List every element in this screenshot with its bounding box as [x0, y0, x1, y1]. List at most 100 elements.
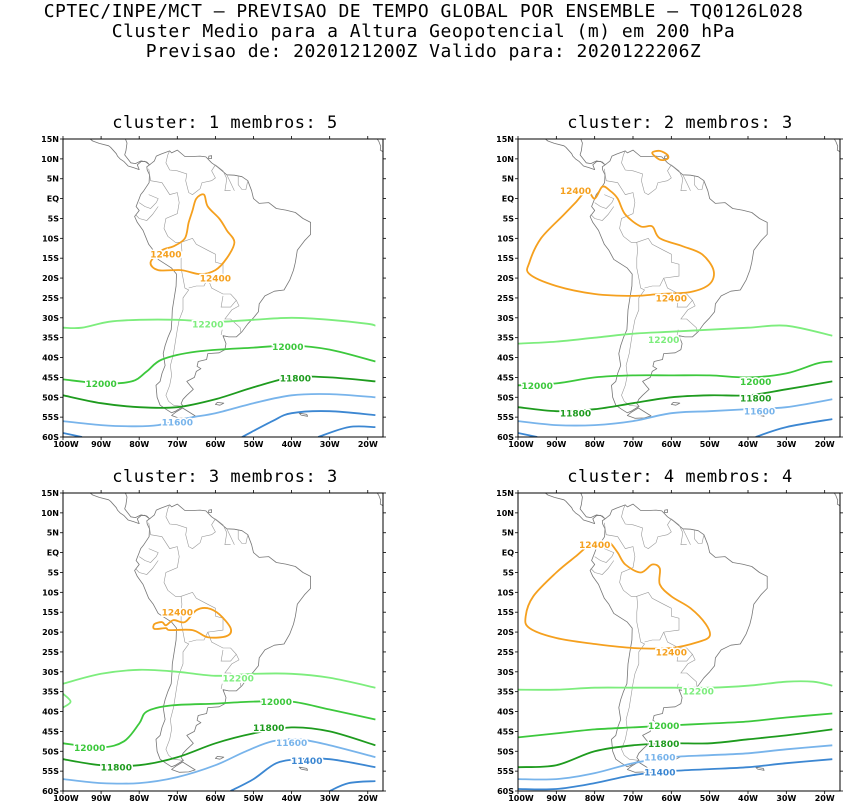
caribbean-island [601, 480, 608, 483]
small-island [811, 493, 814, 494]
contour-label-11800: 11800 [280, 375, 311, 385]
lat-label: 45S [497, 727, 514, 736]
contour-label-12400: 12400 [656, 648, 687, 658]
country-border [682, 528, 691, 545]
country-border [694, 530, 705, 544]
contour-label-12400: 12400 [656, 294, 687, 304]
contour-label-12400: 12400 [150, 251, 181, 261]
country-border [139, 194, 159, 209]
country-border [224, 654, 242, 687]
lon-label: 60W [661, 440, 681, 449]
lat-label: 35S [42, 688, 59, 697]
lat-label: 15S [42, 608, 59, 617]
coastline-tierra-del-fuego [171, 761, 196, 773]
country-border [165, 504, 216, 549]
lat-label: 35S [497, 334, 514, 343]
map-frame [517, 138, 841, 438]
contour-11200 [329, 780, 376, 791]
lon-label: 60W [661, 794, 681, 803]
country-border [226, 528, 235, 545]
lat-label: 30S [497, 668, 514, 677]
country-border [207, 277, 237, 308]
coastline-south-america [134, 503, 311, 768]
caribbean-island [188, 480, 194, 482]
lon-label: 90W [546, 440, 566, 449]
coastline-africa [833, 139, 840, 153]
contour-label-12200: 12200 [223, 674, 254, 684]
lon-label: 40W [738, 794, 758, 803]
country-border [139, 548, 159, 563]
lat-label: 10N [41, 155, 59, 164]
lat-label: 25S [42, 648, 59, 657]
country-border [237, 176, 249, 190]
country-border [682, 174, 691, 191]
country-border [680, 300, 698, 333]
caribbean-island [644, 480, 650, 482]
lon-label: 60W [205, 794, 225, 803]
lat-label: 55S [42, 767, 59, 776]
lat-label: 40S [42, 354, 59, 363]
lon-label: 50W [700, 440, 720, 449]
contour-12400 [152, 607, 232, 639]
contour-label-11600: 11600 [276, 739, 307, 749]
header-line-2: Cluster Medio para a Altura Geopotencial… [111, 21, 736, 42]
caribbean-island [208, 509, 212, 513]
contour-label-11800: 11800 [740, 395, 771, 405]
lat-label: 5N [47, 529, 59, 538]
lat-label: 5S [48, 569, 60, 578]
small-island [354, 139, 357, 140]
country-border [207, 631, 237, 662]
country-border [181, 591, 224, 643]
lat-label: 55S [497, 767, 514, 776]
coastline-africa [833, 493, 840, 507]
map-panel-4: 12400 12400 12200 12000 11800 11600 11400 15N 10… [496, 480, 843, 803]
lat-label: 15S [497, 608, 514, 617]
map-panel-3: 12400 12200 12000 12000 11800 11800 11600 11400… [41, 480, 386, 803]
contour-11600 [518, 398, 833, 427]
contour-label-11800: 11800 [101, 764, 132, 774]
small-island [811, 139, 814, 140]
contour-12400 [149, 193, 236, 275]
lat-label: EQ [502, 549, 514, 558]
country-border [663, 277, 693, 308]
map-panel-1: 12400 12400 12200 12000 12000 11800 11600 15N 10… [41, 135, 386, 449]
panel-2-title: cluster: 2 membros: 3 [567, 113, 793, 133]
country-border [148, 522, 190, 761]
geography-layer [544, 480, 840, 773]
small-island [670, 402, 681, 406]
lat-label: 40S [42, 708, 59, 717]
lon-label: 60W [205, 440, 225, 449]
map-frame [517, 492, 841, 792]
contour-layer: 12400 12400 12200 12000 12000 11800 11600 [63, 193, 376, 437]
geography-layer [89, 139, 383, 419]
lat-label: 25S [497, 648, 514, 657]
lat-label: 15N [496, 135, 514, 144]
country-border [135, 206, 159, 221]
lat-label: 30S [42, 668, 59, 677]
panel-3-title: cluster: 3 membros: 3 [112, 467, 338, 487]
lat-label: EQ [47, 195, 59, 204]
country-border [215, 518, 231, 545]
lat-label: 45S [42, 727, 59, 736]
country-border [237, 530, 249, 544]
country-border [181, 237, 224, 289]
lat-label: EQ [47, 549, 59, 558]
lon-label: 90W [91, 794, 111, 803]
lon-label: 80W [129, 440, 149, 449]
lat-label: 30S [42, 314, 59, 323]
lat-label: 55S [497, 413, 514, 422]
map-frame [62, 492, 384, 792]
lat-label: 20S [42, 628, 59, 637]
small-island [755, 412, 765, 417]
lon-label: 100W [53, 440, 79, 449]
contour-label-11800: 11800 [560, 410, 591, 420]
coastline-africa [376, 493, 383, 507]
lat-label: 50S [497, 393, 514, 402]
lat-label: 45S [497, 373, 514, 382]
lat-label: 5N [502, 529, 514, 538]
contour-11800 [63, 726, 376, 767]
contour-12200 [63, 316, 376, 330]
lat-label: 10N [496, 155, 514, 164]
coastline-south-america [589, 503, 768, 768]
lat-label: 20S [42, 274, 59, 283]
